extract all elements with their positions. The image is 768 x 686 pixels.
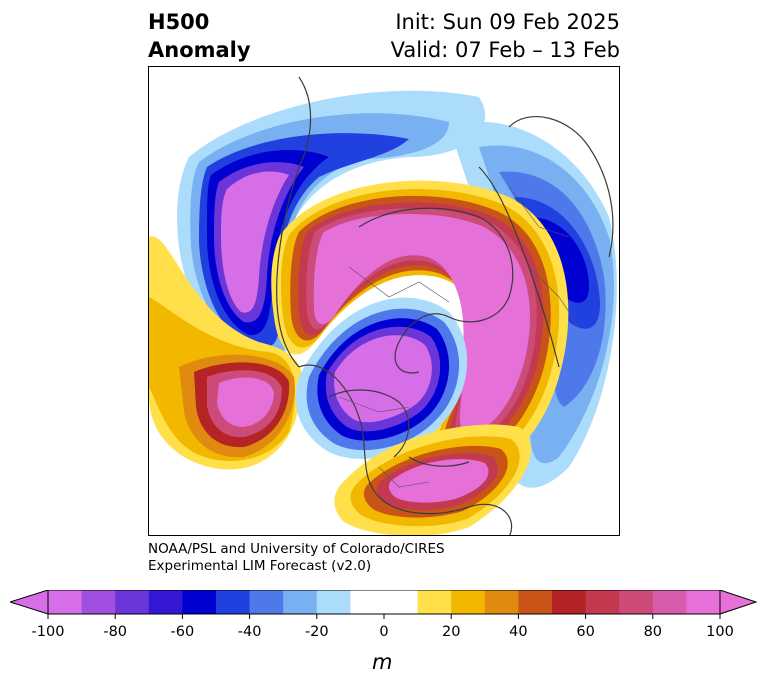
- colorbar-cell: [451, 590, 486, 614]
- colorbar-tick-label: 20: [442, 624, 460, 638]
- colorbar-cell: [81, 590, 116, 614]
- colorbar-cell: [249, 590, 284, 614]
- colorbar-tick-label: 40: [509, 624, 527, 638]
- colorbar-ticks: -100 -80 -60 -40 -20 0 20 40 60 80 100: [32, 614, 734, 638]
- colorbar-tick-label: -40: [238, 624, 262, 638]
- colorbar-cell: [484, 590, 519, 614]
- colorbar-tick-label: -100: [32, 624, 65, 638]
- colorbar-cells: [48, 590, 721, 614]
- colorbar-cell: [585, 590, 620, 614]
- colorbar-tick-label: -20: [305, 624, 329, 638]
- coastlines: [276, 76, 614, 535]
- southeast-ridge: [334, 424, 531, 535]
- colorbar-cell: [518, 590, 553, 614]
- arctic-ridge: [271, 180, 569, 473]
- colorbar-cell: [115, 590, 150, 614]
- colorbar-cell: [686, 590, 721, 614]
- colorbar-cell: [552, 590, 587, 614]
- colorbar-extend-high: [719, 590, 758, 615]
- title-right: Init: Sun 09 Feb 2025 Valid: 07 Feb – 13…: [391, 8, 620, 64]
- colorbar-tick-label: 100: [706, 624, 734, 638]
- credit-line-2: Experimental LIM Forecast (v2.0): [148, 558, 372, 574]
- anomaly-map: [148, 66, 620, 536]
- colorbar-extend-low: [10, 590, 49, 615]
- country-borders: [338, 186, 580, 488]
- credit-line-1: NOAA/PSL and University of Colorado/CIRE…: [148, 541, 445, 557]
- colorbar-cell: [384, 590, 419, 614]
- colorbar-cell: [48, 590, 83, 614]
- colorbar-cell: [216, 590, 251, 614]
- colorbar-cell: [652, 590, 687, 614]
- colorbar-tick-label: 80: [644, 624, 662, 638]
- title-anomaly: Anomaly: [148, 38, 251, 62]
- colorbar-cell: [350, 590, 385, 614]
- init-date: Init: Sun 09 Feb 2025: [395, 10, 620, 34]
- colorbar-tick-label: -80: [103, 624, 127, 638]
- map-svg: [149, 76, 617, 535]
- colorbar-cell: [148, 590, 183, 614]
- colorbar-cell: [316, 590, 351, 614]
- colorbar-cell: [417, 590, 452, 614]
- colorbar-tick-label: 60: [576, 624, 594, 638]
- north-america-trough: [295, 297, 468, 459]
- colorbar-tick-label: 0: [379, 624, 388, 638]
- title-left: H500 Anomaly: [148, 8, 251, 64]
- credit-text: NOAA/PSL and University of Colorado/CIRE…: [148, 541, 445, 575]
- pacific-ridge: [149, 236, 303, 470]
- valid-range: Valid: 07 Feb – 13 Feb: [390, 38, 620, 62]
- colorbar-unit: m: [372, 650, 393, 674]
- colorbar-cell: [182, 590, 217, 614]
- colorbar-tick-label: -60: [171, 624, 195, 638]
- pacific-trough-arc: [177, 90, 486, 372]
- colorbar-cell: [619, 590, 654, 614]
- colorbar: -100 -80 -60 -40 -20 0 20 40 60 80 100: [10, 590, 758, 638]
- colorbar-cell: [283, 590, 318, 614]
- title-variable: H500: [148, 10, 210, 34]
